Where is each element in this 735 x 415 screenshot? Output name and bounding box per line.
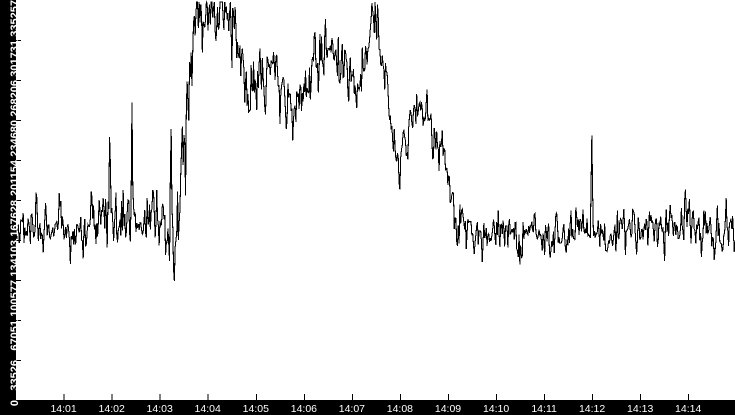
svg-text:14:12: 14:12 xyxy=(579,403,605,415)
svg-text:14:13: 14:13 xyxy=(627,403,653,415)
svg-text:14:11: 14:11 xyxy=(531,403,557,415)
svg-text:335257: 335257 xyxy=(9,0,21,37)
svg-text:33526: 33526 xyxy=(9,360,21,391)
svg-text:14:04: 14:04 xyxy=(195,403,221,415)
svg-text:0: 0 xyxy=(9,400,21,406)
svg-text:14:08: 14:08 xyxy=(387,403,413,415)
svg-text:301731: 301731 xyxy=(9,40,21,77)
svg-text:67051: 67051 xyxy=(9,320,21,351)
svg-text:14:06: 14:06 xyxy=(291,403,317,415)
svg-text:14:05: 14:05 xyxy=(243,403,269,415)
svg-text:14:10: 14:10 xyxy=(483,403,509,415)
svg-text:14:14: 14:14 xyxy=(675,403,701,415)
svg-text:134103: 134103 xyxy=(9,240,21,277)
svg-text:268206: 268206 xyxy=(9,80,21,117)
svg-text:14:02: 14:02 xyxy=(99,403,125,415)
svg-text:14:09: 14:09 xyxy=(435,403,461,415)
svg-text:167628: 167628 xyxy=(9,200,21,237)
svg-text:14:03: 14:03 xyxy=(147,403,173,415)
svg-text:14:07: 14:07 xyxy=(339,403,365,415)
svg-text:100577: 100577 xyxy=(9,280,21,317)
svg-text:14:01: 14:01 xyxy=(50,403,76,415)
svg-text:234680: 234680 xyxy=(9,120,21,157)
svg-text:201154: 201154 xyxy=(9,159,21,196)
